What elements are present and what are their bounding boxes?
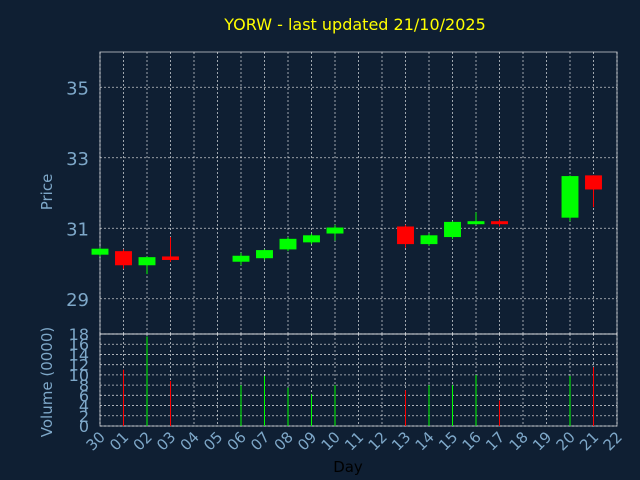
volume-tick-label: 4 [79,397,89,416]
price-axis-label: Price [38,174,56,211]
candle-body [303,235,320,243]
candle-body [561,176,579,218]
candle-body [444,221,461,238]
volume-tick-label: 2 [79,407,89,426]
volume-tick-label: 10 [69,366,89,385]
x-axis: 3001020304050607080910111213141516171819… [83,428,626,454]
price-panel: 29 31 33 35 [66,51,618,335]
candle-body [326,227,344,234]
volume-tick-label: 8 [79,376,89,395]
price-tick-label: 31 [66,219,89,240]
candle-body [397,226,414,245]
price-tick-label: 35 [66,78,89,99]
candle-body [232,255,250,262]
candle-body [115,251,132,266]
candle-body [420,235,438,245]
price-tick-label: 33 [66,149,89,170]
volume-tick-label: 18 [69,325,89,344]
candle-body [467,221,485,225]
x-axis-label: Day [333,458,363,476]
volume-frame [99,333,618,427]
volume-tick-label: 6 [79,386,89,405]
candle-body [162,256,179,260]
volume-axis-label: Volume (0000) [38,327,56,437]
volume-tick-label: 16 [69,335,89,354]
chart-title: YORW - last updated 21/10/2025 [223,15,486,34]
candle-body [91,248,109,255]
candle-body [491,221,508,225]
candle-body [585,175,602,190]
candle-body [279,238,297,250]
candle-body [256,250,273,259]
candle-body [138,257,156,266]
volume-tick-label: 14 [69,345,89,364]
volume-tick-label: 0 [79,417,89,436]
volume-tick-label: 12 [69,356,89,375]
price-tick-label: 29 [66,290,89,311]
